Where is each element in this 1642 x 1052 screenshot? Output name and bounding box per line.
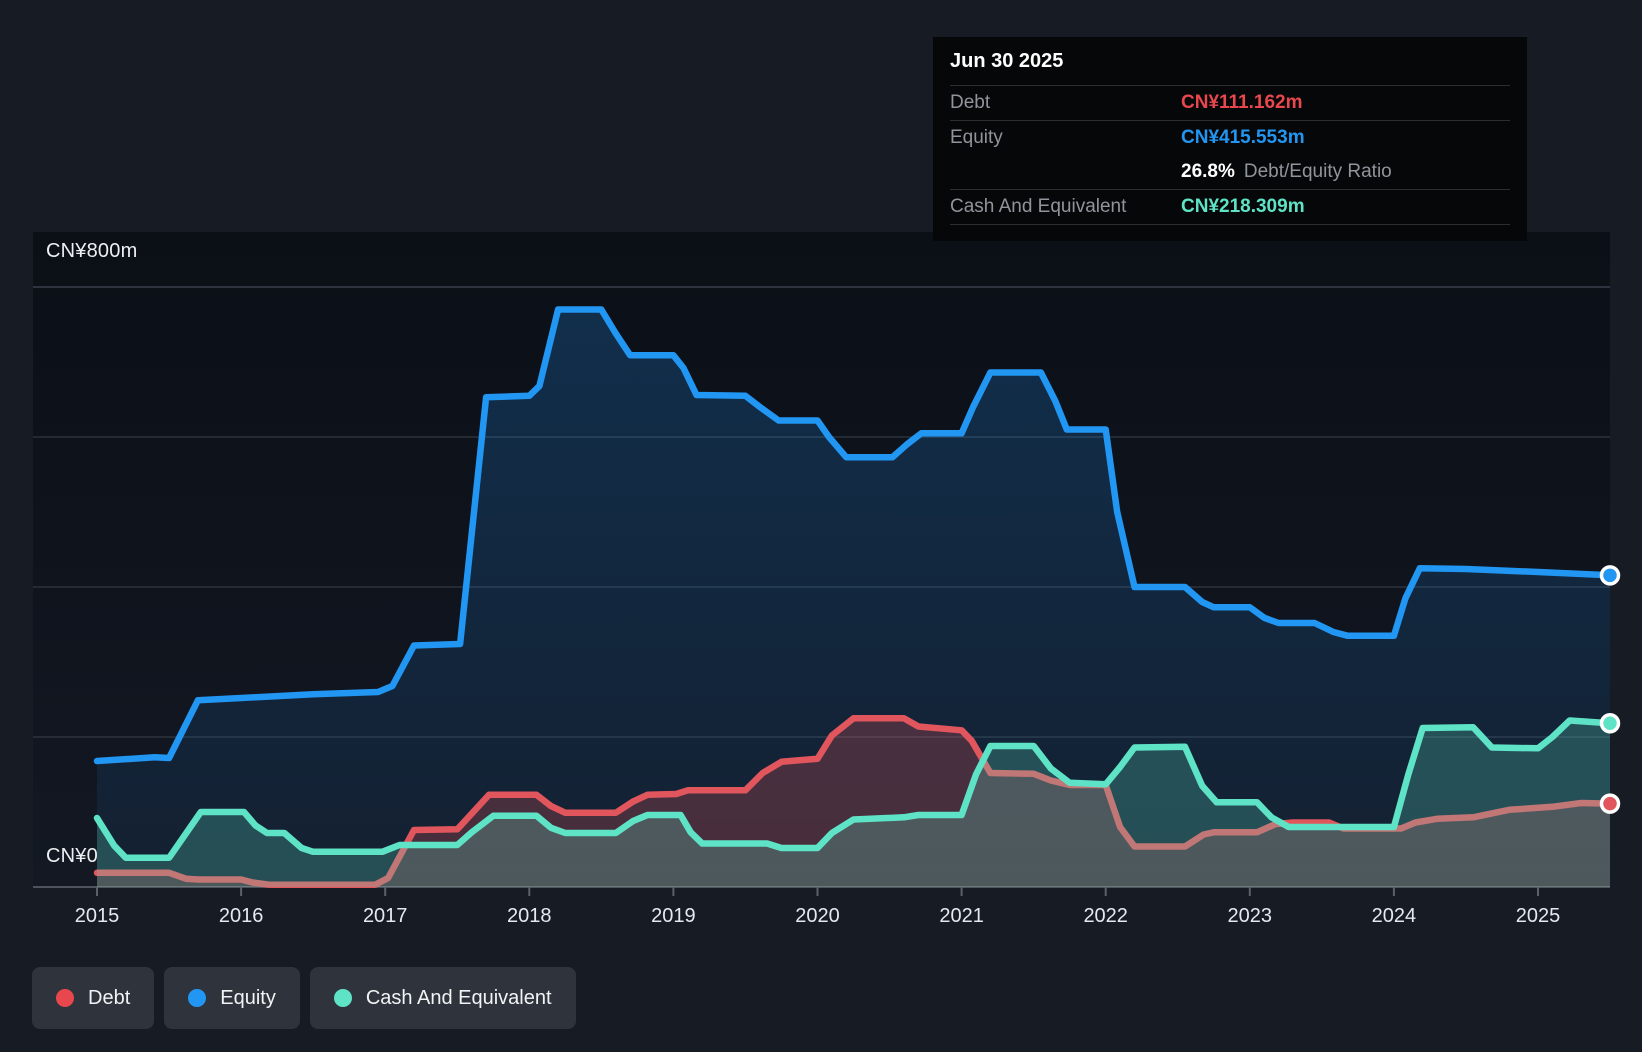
x-axis-label-2015: 2015 — [75, 905, 120, 927]
x-axis-label-2023: 2023 — [1228, 905, 1273, 927]
tooltip-equity-value: CN¥415.553m — [1181, 127, 1305, 148]
legend-item-debt[interactable]: Debt — [32, 967, 155, 1029]
chart-legend: Debt Equity Cash And Equivalent — [32, 967, 576, 1029]
x-axis-label-2019: 2019 — [651, 905, 696, 927]
tooltip-ratio-label: Debt/Equity Ratio — [1243, 161, 1392, 182]
equity-end-marker — [1599, 565, 1621, 586]
x-axis-label-2025: 2025 — [1516, 905, 1561, 927]
cash-area — [97, 720, 1610, 887]
y-axis-label-800m: CN¥800m — [46, 240, 138, 262]
cash-dot-icon — [333, 989, 352, 1007]
legend-item-equity[interactable]: Equity — [164, 967, 300, 1029]
tooltip-debt-label: Debt — [950, 92, 991, 113]
legend-debt-label: Debt — [88, 986, 131, 1009]
debt-area — [97, 718, 1610, 887]
equity-line — [93, 306, 1614, 765]
equity-area — [97, 309, 1610, 887]
y-axis-label-zero: CN¥0 — [46, 845, 98, 867]
cash-line — [93, 717, 1614, 862]
x-axis-label-2020: 2020 — [795, 905, 840, 927]
x-axis-label-2017: 2017 — [363, 905, 408, 927]
tooltip-row-cash: Cash And Equivalent CN¥218.309m — [950, 189, 1510, 224]
x-axis-label-2018: 2018 — [507, 905, 552, 927]
chart-tooltip: Jun 30 2025 Debt CN¥111.162m Equity CN¥4… — [933, 37, 1527, 241]
legend-equity-label: Equity — [220, 986, 276, 1009]
x-axis-label-2022: 2022 — [1083, 905, 1128, 927]
x-axis-label-2021: 2021 — [939, 905, 984, 927]
tooltip-row-debt: Debt CN¥111.162m — [950, 85, 1510, 120]
legend-item-cash[interactable]: Cash And Equivalent — [309, 967, 576, 1029]
tooltip-ratio-value: 26.8% — [1181, 161, 1235, 182]
tooltip-row-ratio: 26.8% Debt/Equity Ratio — [950, 155, 1510, 189]
cash-end-marker — [1599, 713, 1621, 734]
tooltip-date: Jun 30 2025 — [950, 50, 1064, 72]
legend-cash-label: Cash And Equivalent — [365, 986, 552, 1009]
x-axis-label-2024: 2024 — [1372, 905, 1417, 927]
tooltip-debt-value: CN¥111.162m — [1181, 92, 1303, 113]
tooltip-cash-label: Cash And Equivalent — [950, 196, 1127, 217]
tooltip-row-equity: Equity CN¥415.553m — [950, 120, 1510, 155]
debt-dot-icon — [56, 989, 74, 1007]
equity-dot-icon — [188, 989, 207, 1007]
tooltip-equity-label: Equity — [950, 127, 1003, 148]
tooltip-cash-value: CN¥218.309m — [1181, 196, 1305, 217]
debt-end-marker — [1599, 793, 1621, 814]
x-axis-label-2016: 2016 — [219, 905, 264, 927]
